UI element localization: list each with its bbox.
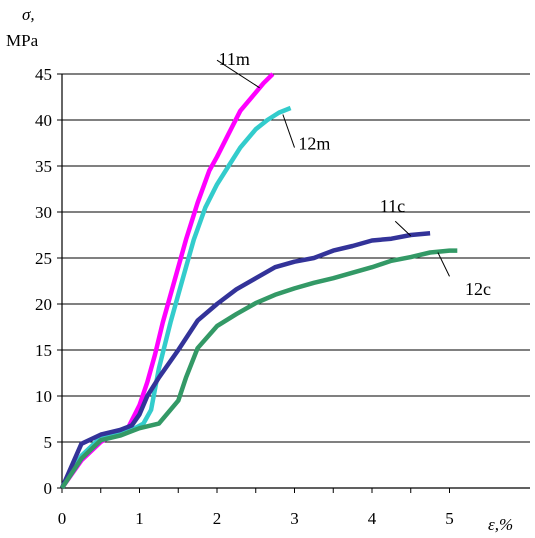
y-tick-label: 30 bbox=[35, 203, 52, 222]
series-line-12c bbox=[60, 248, 458, 490]
series-line-11m bbox=[60, 72, 275, 490]
y-tick-label: 5 bbox=[44, 433, 53, 452]
leader-line-11c bbox=[394, 220, 412, 237]
series-line-12m bbox=[60, 105, 292, 490]
axis-layer bbox=[57, 73, 530, 493]
series-label-11c: 11c bbox=[380, 196, 405, 216]
y-tick-label: 25 bbox=[35, 249, 52, 268]
leader-line-11m bbox=[216, 59, 260, 89]
x-tick-label: 3 bbox=[290, 509, 299, 528]
y-axis-unit: MPa bbox=[6, 31, 39, 50]
grid-layer bbox=[62, 73, 530, 443]
series-label-12c: 12c bbox=[465, 279, 491, 299]
leader-line-12c bbox=[437, 252, 450, 277]
leader-line-12m bbox=[282, 114, 295, 148]
series-label-11m: 11m bbox=[219, 49, 250, 69]
x-tick-label: 0 bbox=[58, 509, 67, 528]
series-layer bbox=[59, 72, 458, 490]
y-tick-label: 0 bbox=[44, 479, 53, 498]
y-tick-label: 45 bbox=[35, 65, 52, 84]
series-line-11c bbox=[59, 230, 431, 489]
y-tick-label: 40 bbox=[35, 111, 52, 130]
x-axis-label: ε,% bbox=[488, 515, 513, 534]
y-axis-symbol: σ, bbox=[22, 5, 35, 24]
y-tick-label: 35 bbox=[35, 157, 52, 176]
y-tick-label: 10 bbox=[35, 387, 52, 406]
y-tick-label: 15 bbox=[35, 341, 52, 360]
series-label-12m: 12m bbox=[298, 133, 330, 153]
x-tick-label: 5 bbox=[445, 509, 454, 528]
x-tick-label: 2 bbox=[213, 509, 222, 528]
y-tick-label: 20 bbox=[35, 295, 52, 314]
x-tick-label: 1 bbox=[135, 509, 144, 528]
x-tick-label: 4 bbox=[368, 509, 377, 528]
